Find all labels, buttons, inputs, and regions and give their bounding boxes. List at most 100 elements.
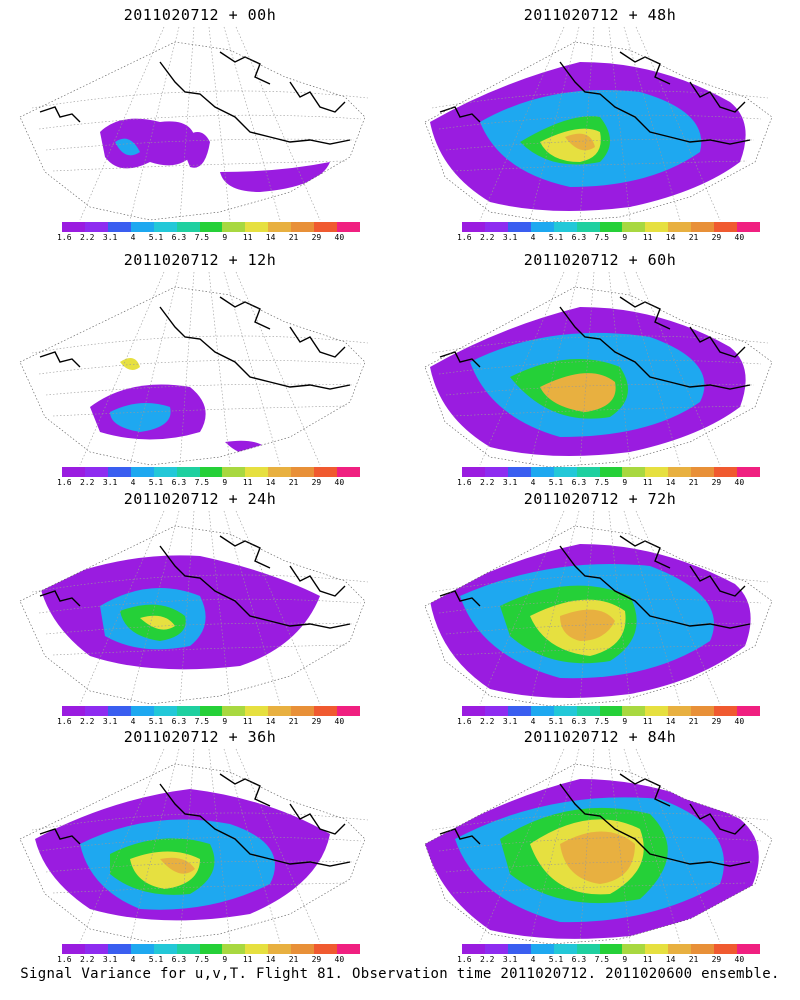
variance-contour xyxy=(220,162,330,192)
variance-contour xyxy=(540,373,616,412)
colorbar-swatch xyxy=(599,467,623,477)
variance-contour xyxy=(120,358,140,371)
colorbar-swatch xyxy=(107,467,131,477)
colorbar-tick-label: 1.6 xyxy=(457,233,472,242)
colorbar-labels: 1.6 2.2 3.1 4 5.1 6.3 7.5 9 11 14 21 29 40 xyxy=(57,478,360,488)
colorbar-labels: 1.6 2.2 3.1 4 5.1 6.3 7.5 9 11 14 21 29 40 xyxy=(57,955,360,965)
colorbar-tick-label: 2.2 xyxy=(79,717,95,726)
colorbar-swatch xyxy=(84,467,108,477)
colorbar xyxy=(462,467,760,477)
graticule xyxy=(31,271,369,466)
colorbar-tick-label: 3.1 xyxy=(502,233,518,242)
colorbar-swatch xyxy=(84,222,108,232)
colorbar-swatch xyxy=(176,222,200,232)
colorbar-swatch xyxy=(107,706,131,716)
colorbar-tick-label: 21 xyxy=(688,717,699,726)
colorbar-swatch xyxy=(714,944,738,954)
colorbar-tick-label: 5.1 xyxy=(548,955,564,964)
coastline xyxy=(439,535,751,629)
colorbar-swatch xyxy=(553,222,577,232)
variance-field xyxy=(100,118,330,192)
colorbar-swatch xyxy=(530,222,554,232)
variance-contour xyxy=(180,132,210,168)
map-domain-outline xyxy=(19,286,366,466)
colorbar-swatch xyxy=(62,944,85,954)
colorbar-tick-label: 5.1 xyxy=(548,233,564,242)
colorbar-swatch xyxy=(599,222,623,232)
colorbar-swatch xyxy=(176,706,200,716)
map-panel-36h: 2011020712 + 36h 1.6 2.2 3.1 4 5.1 6.3 7.5 9 11 1… xyxy=(0,722,400,967)
colorbar-swatch xyxy=(576,706,600,716)
colorbar-tick-label: 29 xyxy=(711,478,722,487)
colorbar-tick-label: 6.3 xyxy=(571,233,587,242)
signal-variance-map xyxy=(19,748,369,943)
colorbar-swatch xyxy=(462,706,485,716)
colorbar-tick-label: 4 xyxy=(130,955,136,964)
colorbar-swatch xyxy=(484,467,508,477)
signal-variance-map xyxy=(19,26,369,221)
colorbar-swatch xyxy=(291,222,315,232)
signal-variance-map xyxy=(424,271,773,467)
colorbar-tick-label: 7.5 xyxy=(194,233,210,242)
panel-title: 2011020712 + 48h xyxy=(523,6,677,24)
colorbar-swatch xyxy=(176,467,200,477)
colorbar-swatch xyxy=(107,944,131,954)
colorbar-swatch xyxy=(222,222,246,232)
colorbar-swatch xyxy=(645,944,669,954)
colorbar-tick-label: 40 xyxy=(734,955,745,964)
colorbar-swatch xyxy=(576,944,600,954)
colorbar-tick-label: 29 xyxy=(711,955,722,964)
colorbar-swatch xyxy=(530,467,554,477)
colorbar-swatch xyxy=(84,706,108,716)
colorbar-tick-label: 40 xyxy=(334,233,345,242)
colorbar-tick-label: 11 xyxy=(242,717,253,726)
colorbar-swatch xyxy=(153,706,177,716)
colorbar-tick-label: 40 xyxy=(334,955,345,964)
colorbar-swatch xyxy=(199,944,223,954)
colorbar-swatch xyxy=(199,706,223,716)
colorbar-swatch xyxy=(199,222,223,232)
colorbar-swatch xyxy=(337,944,360,954)
signal-variance-map xyxy=(424,748,773,944)
colorbar xyxy=(62,944,360,954)
map-panel-72h: 2011020712 + 72h 1.6 2.2 3.1 4 5.1 6.3 7.5 9 11 1… xyxy=(400,484,800,729)
colorbar-swatch xyxy=(645,222,669,232)
colorbar-tick-label: 5.1 xyxy=(148,233,164,242)
colorbar xyxy=(62,706,360,716)
variance-contour xyxy=(560,609,615,641)
variance-contour xyxy=(560,831,635,884)
colorbar-swatch xyxy=(153,467,177,477)
colorbar-tick-label: 4 xyxy=(130,717,136,726)
colorbar-tick-label: 14 xyxy=(665,478,676,487)
variance-field xyxy=(35,789,330,921)
colorbar-tick-label: 14 xyxy=(265,478,276,487)
colorbar-swatch xyxy=(507,222,531,232)
colorbar-swatch xyxy=(622,222,646,232)
colorbar-tick-label: 1.6 xyxy=(457,478,472,487)
colorbar-swatch xyxy=(599,706,623,716)
colorbar-labels: 1.6 2.2 3.1 4 5.1 6.3 7.5 9 11 14 21 29 40 xyxy=(457,478,760,488)
colorbar-tick-label: 7.5 xyxy=(194,478,210,487)
variance-contour xyxy=(160,857,195,874)
map-panel-60h: 2011020712 + 60h 1.6 2.2 3.1 4 5.1 6.3 7.5 9 11 1… xyxy=(400,245,800,490)
colorbar-tick-label: 1.6 xyxy=(457,955,472,964)
colorbar-swatch xyxy=(507,706,531,716)
colorbar-swatch xyxy=(668,222,692,232)
graticule xyxy=(431,510,769,705)
colorbar-swatch xyxy=(291,467,315,477)
variance-contour xyxy=(225,440,270,456)
colorbar-tick-label: 11 xyxy=(642,955,653,964)
colorbar-tick-label: 40 xyxy=(734,717,745,726)
colorbar-tick-label: 2.2 xyxy=(79,233,95,242)
colorbar-swatch xyxy=(291,944,315,954)
colorbar-tick-label: 2.2 xyxy=(479,717,495,726)
colorbar-labels: 1.6 2.2 3.1 4 5.1 6.3 7.5 9 11 14 21 29 40 xyxy=(457,955,760,965)
colorbar-tick-label: 29 xyxy=(711,233,722,242)
colorbar-tick-label: 6.3 xyxy=(171,955,187,964)
colorbar-labels: 1.6 2.2 3.1 4 5.1 6.3 7.5 9 11 14 21 29 40 xyxy=(457,233,760,243)
variance-contour xyxy=(110,403,171,432)
colorbar-tick-label: 11 xyxy=(642,478,653,487)
colorbar-swatch xyxy=(245,467,269,477)
colorbar-tick-label: 21 xyxy=(288,233,299,242)
signal-variance-map xyxy=(424,510,773,706)
